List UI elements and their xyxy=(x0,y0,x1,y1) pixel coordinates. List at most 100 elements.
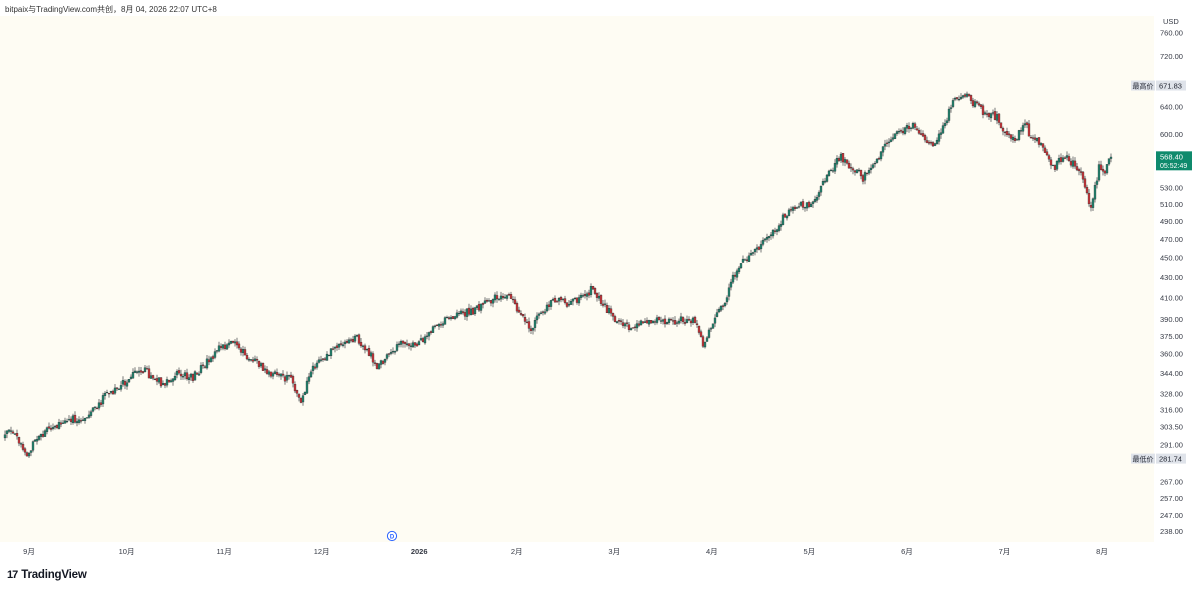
candle-body-down xyxy=(323,358,327,360)
dividend-marker[interactable]: D xyxy=(386,530,398,542)
candle xyxy=(393,350,397,355)
candle xyxy=(65,418,69,424)
candle xyxy=(781,212,785,226)
candle-body-up xyxy=(391,351,395,353)
candle xyxy=(417,340,421,346)
candle-body-up xyxy=(459,310,463,314)
candle-body-down xyxy=(23,448,27,453)
candle-body-down xyxy=(1013,137,1017,141)
candle xyxy=(213,348,217,360)
candle-body-up xyxy=(855,169,859,174)
candle-body-down xyxy=(745,259,749,261)
candle xyxy=(871,162,875,169)
candle-body-up xyxy=(771,229,775,237)
candle xyxy=(425,331,429,340)
candle-body-up xyxy=(63,420,67,424)
candle-body-down xyxy=(977,103,981,106)
candle-body-down xyxy=(349,339,353,341)
candle-body-up xyxy=(1093,185,1097,200)
candle-body-up xyxy=(1065,155,1069,158)
candle xyxy=(759,240,763,253)
candle-body-down xyxy=(79,420,83,422)
candle-body-up xyxy=(577,297,581,304)
candle-body-up xyxy=(103,393,107,396)
candle-body-up xyxy=(573,297,577,300)
candle-body-down xyxy=(163,383,167,386)
candle-body-down xyxy=(617,320,621,322)
candle-body-down xyxy=(1089,204,1093,208)
candle xyxy=(761,237,765,247)
candle xyxy=(553,295,557,303)
candle-body-down xyxy=(269,371,273,377)
candle xyxy=(959,93,963,100)
tradingview-logo[interactable]: 17 TradingView xyxy=(7,569,87,581)
candle-body-down xyxy=(807,201,811,207)
candle xyxy=(383,358,387,366)
candle-body-up xyxy=(803,207,807,209)
candle-body-down xyxy=(335,345,339,348)
candle xyxy=(619,318,623,325)
candle-body-down xyxy=(357,334,361,344)
candle xyxy=(91,407,95,413)
candle-body-up xyxy=(57,422,61,429)
candle-body-down xyxy=(501,296,505,298)
candle-body-up xyxy=(149,375,153,379)
candle-body-down xyxy=(1087,193,1091,205)
candle xyxy=(1037,137,1041,148)
price-axis-ticks: 238.00 247.00 257.00 267.00 291.00 303.50 316.… xyxy=(1160,17,1183,536)
candle xyxy=(1063,156,1067,160)
candle xyxy=(427,331,431,341)
candle-body-up xyxy=(763,238,767,241)
candle-body-down xyxy=(373,362,377,364)
candle-body-down xyxy=(789,209,793,211)
candle-body-down xyxy=(435,324,439,326)
candle-body-up xyxy=(197,373,201,376)
candle-body-up xyxy=(883,143,887,147)
candle xyxy=(531,327,535,335)
candle xyxy=(291,374,295,388)
candle-body-down xyxy=(313,366,317,369)
candle-body-down xyxy=(849,167,853,169)
time-axis-background[interactable] xyxy=(0,542,1154,560)
current-price-label[interactable]: 568.40 05:52:49 xyxy=(1156,151,1192,171)
candle-body-up xyxy=(685,319,689,323)
candle-body-down xyxy=(783,213,787,218)
candle-body-down xyxy=(177,370,181,374)
candle-body-up xyxy=(399,341,403,345)
candle-body-down xyxy=(1075,166,1079,171)
candle-body-up xyxy=(1055,160,1059,170)
candle-body-up xyxy=(843,159,847,163)
candle-body-down xyxy=(339,343,343,345)
candle-body-down xyxy=(847,162,851,169)
candle-body-up xyxy=(271,373,275,377)
candle-body-up xyxy=(317,359,321,363)
candle-body-down xyxy=(295,390,299,394)
candle-body-up xyxy=(799,201,803,206)
candle-body-down xyxy=(955,97,959,99)
candle xyxy=(83,417,87,424)
candle-body-down xyxy=(95,407,99,409)
candle-body-down xyxy=(689,320,693,324)
dividend-marker-circle[interactable] xyxy=(386,530,398,542)
candle-body-up xyxy=(173,375,177,381)
candle xyxy=(811,200,815,208)
candle xyxy=(1085,184,1089,195)
time-axis-label: 6月 xyxy=(901,547,913,556)
candle xyxy=(913,121,917,131)
candle xyxy=(747,252,751,263)
candle-body-down xyxy=(21,444,25,450)
candle-body-up xyxy=(751,252,755,254)
candle-body-down xyxy=(477,304,481,311)
candle-body-up xyxy=(937,133,941,142)
candle xyxy=(1091,197,1095,211)
candle-body-down xyxy=(963,94,967,97)
price-tick-label: 257.00 xyxy=(1160,494,1183,503)
candle xyxy=(611,312,615,321)
candle-body-down xyxy=(967,94,971,97)
time-axis-label: 2026 xyxy=(411,547,428,556)
candle xyxy=(921,130,925,138)
candle xyxy=(835,155,839,168)
candle xyxy=(389,349,393,356)
candle-body-down xyxy=(159,377,163,387)
candle-body-up xyxy=(483,300,487,304)
